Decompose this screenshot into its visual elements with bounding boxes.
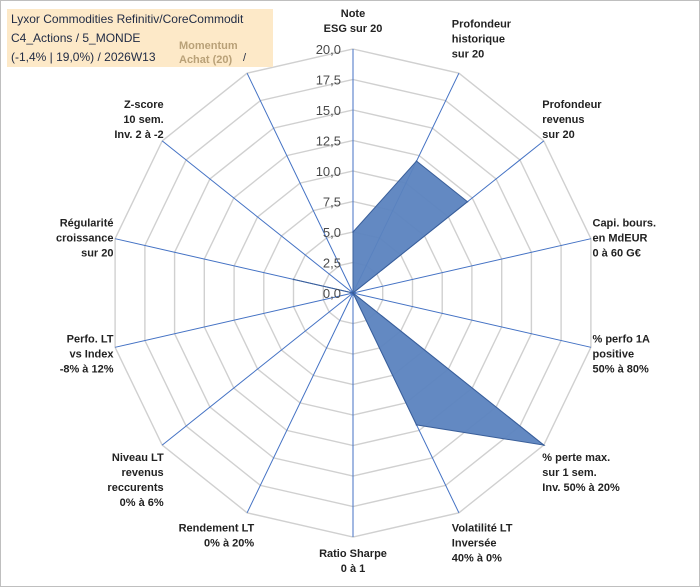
category-label: historique [452, 34, 505, 46]
axis-spoke [246, 72, 354, 294]
category-label: Inversée [452, 537, 497, 549]
category-label: Profondeur [452, 19, 512, 31]
axis-spoke [352, 238, 592, 294]
title-line-2: C4_Actions / 5_MONDE [11, 31, 141, 45]
chart-title-box: Lyxor Commodities Refinitiv/CoreCommodit… [7, 9, 273, 67]
momentum-separator: / [243, 52, 247, 64]
category-label: Note [341, 8, 365, 20]
axis-spoke [246, 292, 354, 514]
data-point [292, 278, 295, 281]
data-point [352, 292, 354, 294]
axis-spoke [352, 292, 592, 348]
category-label: Ratio Sharpe [319, 548, 387, 560]
tick-label: 7,5 [323, 195, 341, 210]
data-series-area [293, 160, 546, 446]
data-point [415, 424, 418, 426]
category-label: Profondeur [542, 99, 602, 111]
category-label: sur 20 [81, 248, 113, 260]
category-label: vs Index [69, 348, 114, 360]
tick-label: 2,5 [323, 256, 341, 271]
tick-label: 15,0 [316, 103, 341, 118]
category-label: croissance [56, 233, 113, 245]
category-label: 10 sem. [123, 114, 163, 126]
axis-spoke [161, 292, 354, 446]
title-line-1: Lyxor Commodities Refinitiv/CoreCommodit [11, 12, 244, 26]
category-label: ESG sur 20 [324, 23, 383, 35]
category-label: sur 20 [542, 129, 574, 141]
data-point [352, 231, 354, 233]
category-label: reccurents [107, 482, 163, 494]
category-label: Niveau LT [112, 452, 164, 464]
category-label: -8% à 12% [60, 363, 114, 375]
tick-label: 10,0 [316, 164, 341, 179]
category-label: en MdEUR [593, 233, 648, 245]
data-point [543, 444, 545, 446]
data-point [466, 200, 469, 203]
category-label: 0 à 60 G€ [593, 248, 641, 260]
category-label: 40% à 0% [452, 552, 502, 564]
axis-spoke [161, 140, 354, 294]
category-label: Volatilité LT [452, 522, 513, 534]
category-label: Z-score [124, 99, 164, 111]
category-label: revenus [542, 114, 584, 126]
category-label: Inv. 2 à -2 [114, 129, 163, 141]
category-label: Inv. 50% à 20% [542, 482, 620, 494]
category-label: 0 à 1 [341, 563, 365, 575]
category-label: positive [593, 348, 635, 360]
category-label: % perfo 1A [593, 333, 651, 345]
title-line-3: (-1,4% | 19,0%) / 2026W13 [11, 50, 156, 64]
tick-label: 12,5 [316, 134, 341, 149]
category-label: revenus [121, 467, 163, 479]
category-label: Régularité [60, 218, 114, 230]
tick-label: 17,5 [316, 73, 341, 88]
momentum-label-line-1: Momentum [179, 40, 238, 52]
category-label: 0% à 6% [120, 497, 164, 509]
momentum-label: Momentum Achat (20) [179, 39, 238, 67]
data-point [415, 160, 418, 162]
tick-label: 20,0 [316, 42, 341, 57]
tick-label: 5,0 [323, 225, 341, 240]
category-label: Capi. bours. [593, 218, 657, 230]
axis-spoke [114, 292, 354, 348]
tick-label: 0,0 [323, 286, 341, 301]
category-label: 50% à 80% [593, 363, 649, 375]
category-label: 0% à 20% [204, 537, 254, 549]
momentum-label-line-2: Achat (20) [179, 54, 233, 66]
category-label: % perte max. [542, 452, 610, 464]
category-label: Perfo. LT [67, 333, 114, 345]
category-label: Rendement LT [179, 522, 255, 534]
category-label: sur 20 [452, 49, 484, 61]
category-label: sur 1 sem. [542, 467, 596, 479]
